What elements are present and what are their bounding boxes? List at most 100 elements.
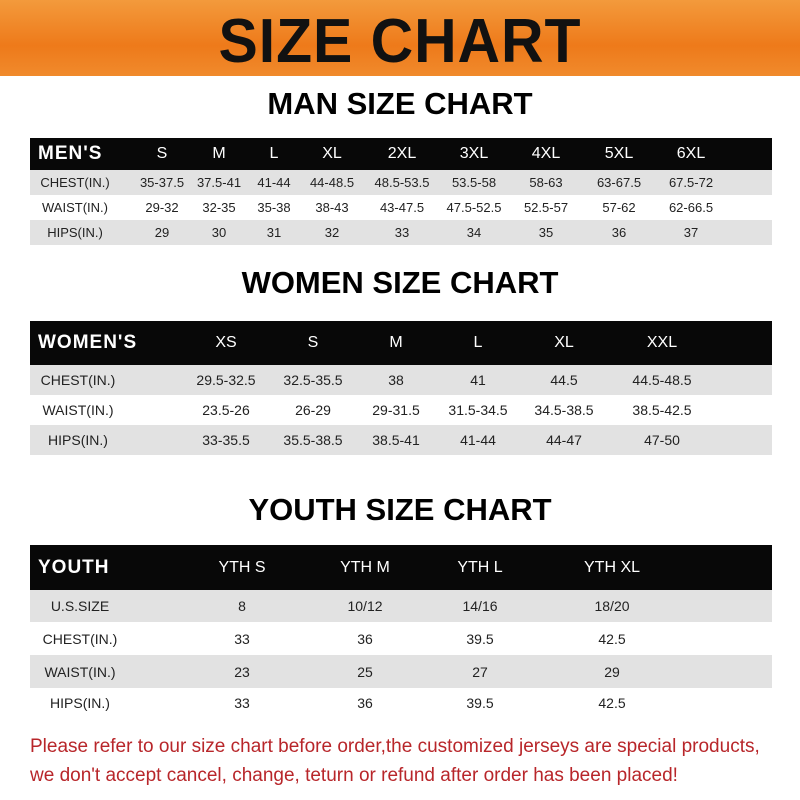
table-cell: 41	[470, 372, 486, 388]
table-cell: 33	[234, 695, 250, 711]
table-row: U.S.SIZE 8 10/12 14/16 18/20	[30, 590, 772, 622]
table-cell: 29-31.5	[372, 402, 420, 418]
size-header-cell: XS	[215, 334, 237, 351]
table-row: HIPS(IN.) 33 36 39.5 42.5	[30, 688, 772, 718]
table-cell: 52.5-57	[523, 200, 569, 215]
youth-header-row: YOUTH YTH S YTH M YTH L YTH XL	[30, 545, 772, 590]
table-cell: 48.5-53.5	[374, 175, 430, 190]
size-header-cell: XL	[554, 334, 574, 351]
table-row: WAIST(IN.) 29-32 32-35 35-38 38-43 43-47.5 47.…	[30, 195, 772, 220]
size-header-cell: 5XL	[604, 145, 634, 162]
table-cell: 33	[394, 225, 410, 240]
row-label: HIPS(IN.)	[47, 225, 103, 240]
table-cell: 23	[234, 663, 250, 680]
women-section-title: WOMEN SIZE CHART	[241, 265, 559, 300]
table-cell: 63-67.5	[596, 175, 642, 190]
table-cell: 44.5	[550, 372, 578, 388]
table-cell: 38-43	[315, 200, 349, 215]
table-cell: 42.5	[598, 630, 626, 647]
women-header-row: WOMEN'S XS S M L XL XXL	[30, 321, 772, 365]
table-cell: 41-44	[257, 175, 291, 190]
table-cell: 39.5	[466, 630, 494, 647]
row-label: CHEST(IN.)	[40, 175, 110, 190]
table-cell: 34	[466, 225, 482, 240]
row-label: WAIST(IN.)	[42, 402, 114, 418]
size-header-cell: 3XL	[459, 145, 489, 162]
table-cell: 37	[683, 225, 699, 240]
row-label: WAIST(IN.)	[42, 200, 108, 215]
table-cell: 39.5	[466, 695, 494, 711]
table-cell: 32-35	[202, 200, 236, 215]
table-cell: 44-47	[546, 432, 582, 448]
men-section-title: MAN SIZE CHART	[267, 86, 533, 121]
table-cell: 31	[266, 225, 282, 240]
table-cell: 23.5-26	[202, 402, 250, 418]
size-header-cell: S	[156, 145, 168, 162]
table-cell: 10/12	[347, 598, 383, 614]
table-cell: 42.5	[598, 695, 626, 711]
table-cell: 18/20	[594, 598, 630, 614]
table-cell: 37.5-41	[196, 175, 242, 190]
size-header-cell: L	[473, 334, 483, 351]
table-title-cell: WOMEN'S	[38, 332, 138, 353]
youth-size-table: YOUTH YTH S YTH M YTH L YTH XL U.S.SIZE 8 10/12…	[30, 545, 772, 718]
table-cell: 53.5-58	[451, 175, 497, 190]
size-header-cell: YTH XL	[583, 558, 641, 576]
table-cell: 35.5-38.5	[283, 432, 343, 448]
table-cell: 32	[324, 225, 340, 240]
youth-section-title: YOUTH SIZE CHART	[248, 492, 552, 527]
table-cell: 34.5-38.5	[534, 402, 594, 418]
row-label: U.S.SIZE	[50, 598, 110, 614]
men-header-row: MEN'S S M L XL 2XL 3XL 4XL 5XL 6XL	[30, 138, 772, 170]
table-title-cell: YOUTH	[38, 556, 110, 578]
table-title-cell: MEN'S	[38, 143, 103, 164]
table-cell: 33-35.5	[202, 432, 250, 448]
table-cell: 31.5-34.5	[448, 402, 508, 418]
row-label: WAIST(IN.)	[44, 663, 116, 680]
size-header-cell: M	[212, 145, 226, 162]
table-row: CHEST(IN.) 35-37.5 37.5-41 41-44 44-48.5 48.5…	[30, 170, 772, 195]
size-header-cell: XL	[322, 145, 342, 162]
size-header-cell: XXL	[646, 334, 678, 351]
table-cell: 67.5-72	[668, 175, 714, 190]
table-cell: 58-63	[529, 175, 563, 190]
table-cell: 44.5-48.5	[632, 372, 692, 388]
table-cell: 29	[604, 663, 620, 680]
size-header-cell: S	[307, 334, 319, 351]
table-row: HIPS(IN.) 29 30 31 32 33 34 35 36 37	[30, 220, 772, 245]
table-row: CHEST(IN.) 33 36 39.5 42.5	[30, 622, 772, 655]
size-header-cell: 4XL	[531, 145, 561, 162]
women-size-table: WOMEN'S XS S M L XL XXL CHEST(IN.) 29.5-32.5 32.5…	[30, 321, 772, 455]
table-row: WAIST(IN.) 23.5-26 26-29 29-31.5 31.5-34.5 34…	[30, 395, 772, 425]
table-row: HIPS(IN.) 33-35.5 35.5-38.5 38.5-41 41-44 44-…	[30, 425, 772, 455]
banner-title: SIZE CHART	[218, 7, 582, 76]
size-header-cell: L	[269, 145, 279, 162]
table-cell: 43-47.5	[379, 200, 425, 215]
size-header-cell: YTH S	[218, 558, 266, 576]
table-cell: 32.5-35.5	[283, 372, 343, 388]
table-cell: 27	[472, 663, 488, 680]
table-cell: 41-44	[460, 432, 496, 448]
table-cell: 14/16	[462, 598, 498, 614]
table-cell: 26-29	[295, 402, 331, 418]
size-header-cell: YTH M	[340, 558, 390, 576]
table-cell: 36	[357, 695, 373, 711]
table-cell: 25	[357, 663, 373, 680]
banner: SIZE CHART	[0, 0, 800, 76]
table-cell: 47-50	[644, 432, 680, 448]
size-header-cell: 6XL	[676, 145, 706, 162]
table-cell: 38.5-41	[372, 432, 420, 448]
table-cell: 35-38	[257, 200, 291, 215]
row-label: CHEST(IN.)	[40, 372, 116, 388]
table-cell: 47.5-52.5	[446, 200, 502, 215]
table-cell: 29-32	[145, 200, 179, 215]
notice-line-2: we don't accept cancel, change, teturn o…	[30, 765, 678, 786]
table-cell: 44-48.5	[309, 175, 355, 190]
size-header-cell: YTH L	[457, 558, 503, 576]
table-cell: 29	[154, 225, 170, 240]
table-cell: 36	[611, 225, 627, 240]
table-row: CHEST(IN.) 29.5-32.5 32.5-35.5 38 41 44.5 44.5…	[30, 365, 772, 395]
row-label: HIPS(IN.)	[50, 695, 110, 711]
men-size-table: MEN'S S M L XL 2XL 3XL 4XL 5XL 6XL CHEST(IN.) 35-37…	[30, 138, 772, 245]
table-row: WAIST(IN.) 23 25 27 29	[30, 655, 772, 688]
